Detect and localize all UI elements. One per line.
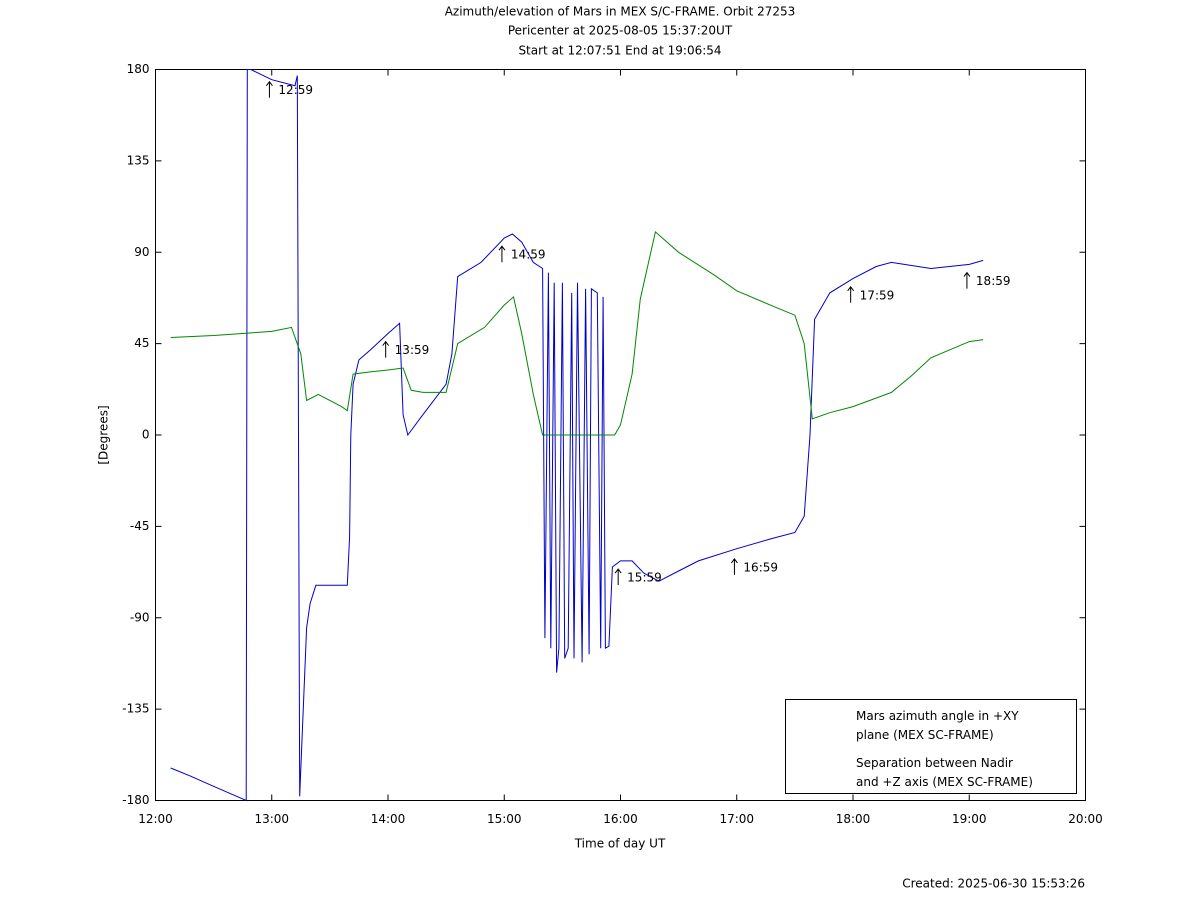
y-tick-label: 180 — [127, 62, 150, 76]
chart-subtitle: Pericenter at 2025-08-05 15:37:20UT — [508, 24, 733, 38]
y-tick-label: 90 — [134, 245, 149, 259]
series-line — [170, 230, 984, 436]
x-tick-label: 16:00 — [603, 812, 638, 826]
y-tick-label: 45 — [134, 336, 149, 350]
y-tick-label: 135 — [127, 153, 150, 167]
x-tick-label: 15:00 — [487, 812, 522, 826]
annotation: 16:59 — [743, 560, 778, 574]
chart-title: Azimuth/elevation of Mars in MEX S/C-FRA… — [445, 5, 796, 19]
annotation-arrow — [266, 80, 273, 98]
annotation-arrow — [847, 285, 855, 303]
x-tick-label: 20:00 — [1068, 812, 1103, 826]
legend-box — [785, 699, 1077, 794]
x-tick-label: 18:00 — [836, 812, 871, 826]
annotation-arrow — [963, 271, 971, 289]
y-tick-label: 0 — [142, 428, 150, 442]
x-tick-label: 19:00 — [952, 812, 987, 826]
series-line — [170, 69, 984, 802]
annotation: 12:59 — [278, 83, 313, 97]
y-tick-label: -90 — [130, 610, 150, 624]
annotation: 15:59 — [627, 571, 662, 585]
annotation: 14:59 — [511, 248, 546, 262]
annotation: 17:59 — [860, 288, 895, 302]
legend-label: Separation between Nadir and +Z axis (MEX… — [856, 756, 1033, 789]
footer: Created: 2025-06-30 15:53:26 — [902, 877, 1085, 891]
y-tick-label: -45 — [130, 519, 150, 533]
y-axis-label: [Degrees] — [97, 405, 111, 464]
annotation-arrow — [382, 340, 390, 358]
x-tick-label: 17:00 — [719, 812, 754, 826]
y-tick-label: -180 — [122, 793, 149, 807]
x-tick-label: 14:00 — [371, 812, 406, 826]
annotation: 18:59 — [976, 274, 1011, 288]
chart-subtitle: Start at 12:07:51 End at 19:06:54 — [518, 44, 721, 58]
x-tick-label: 12:00 — [138, 812, 173, 826]
annotation-arrow — [731, 558, 738, 575]
plot-frame — [155, 69, 1086, 801]
annotation: 13:59 — [395, 343, 430, 357]
legend-label: Mars azimuth angle in +XY plane (MEX SC-F… — [856, 709, 1019, 742]
x-tick-label: 13:00 — [254, 812, 289, 826]
annotation-arrow — [614, 568, 622, 586]
annotation-arrow — [498, 245, 506, 263]
y-tick-label: -135 — [122, 702, 149, 716]
x-axis-label: Time of day UT — [574, 837, 666, 851]
